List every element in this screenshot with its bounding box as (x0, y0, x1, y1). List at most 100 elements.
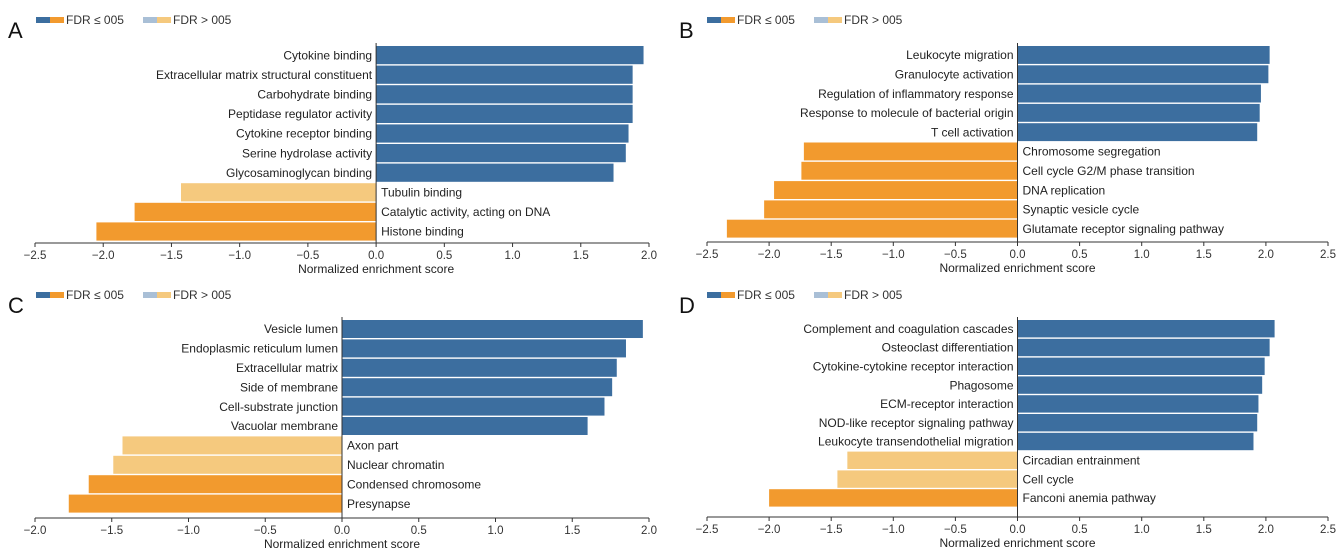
bar-c-7 (113, 455, 342, 474)
x-tick-label-c-6: 1.0 (488, 525, 504, 537)
category-label-c-2: Extracellular matrix (236, 361, 338, 375)
bar-a-8 (134, 202, 377, 221)
x-tick-label-d-3: −1.0 (882, 524, 905, 536)
category-label-b-3: Response to molecule of bacterial origin (800, 106, 1013, 120)
category-label-d-3: Phagosome (949, 378, 1013, 392)
category-label-b-6: Cell cycle G2/M phase transition (1023, 164, 1195, 178)
x-tick-label-d-2: −1.5 (820, 524, 843, 536)
bar-c-0 (342, 320, 643, 338)
bar-b-7 (774, 181, 1018, 199)
legend-sig-c-swatch-up (36, 292, 50, 298)
category-label-d-6: Leukocyte transendothelial migration (818, 435, 1013, 449)
x-tick-label-b-2: −1.5 (820, 249, 843, 261)
bar-c-4 (342, 397, 605, 416)
x-tick-label-a-0: −2.5 (24, 250, 47, 262)
panel-letter-c: C (8, 293, 24, 318)
x-tick-label-b-4: −0.5 (944, 249, 967, 261)
panel-b: B FDR ≤ 005 FDR > 005 Leukocyte migration Gr… (671, 0, 1342, 275)
bar-b-0 (1017, 46, 1270, 64)
bar-c-5 (342, 417, 588, 435)
category-label-a-1: Extracellular matrix structural constitu… (156, 68, 373, 82)
bar-a-1 (376, 65, 633, 84)
category-label-b-1: Granulocyte activation (895, 67, 1014, 81)
category-label-c-6: Axon part (347, 439, 399, 453)
category-label-a-0: Cytokine binding (283, 48, 372, 62)
bar-a-9 (96, 222, 377, 241)
panel-letter-d: D (679, 293, 695, 318)
category-label-c-7: Nuclear chromatin (347, 458, 444, 472)
category-label-d-1: Osteoclast differentiation (882, 341, 1014, 355)
x-tick-label-c-7: 1.5 (564, 525, 580, 537)
bar-b-5 (803, 142, 1018, 161)
category-label-b-4: T cell activation (931, 125, 1013, 139)
legend-label-sig-a: FDR ≤ 005 (66, 13, 124, 27)
legend-nonsig-b-swatch-down (828, 17, 842, 23)
bar-c-6 (122, 436, 343, 455)
bar-b-8 (764, 200, 1018, 219)
category-label-b-9: Glutamate receptor signaling pathway (1023, 222, 1224, 236)
bar-d-8 (837, 470, 1018, 488)
legend-sig-c-swatch-down (50, 292, 64, 298)
bar-d-0 (1017, 320, 1275, 338)
category-label-a-4: Cytokine receptor binding (236, 127, 372, 141)
category-label-a-5: Serine hydrolase activity (242, 146, 372, 160)
x-tick-label-d-0: −2.5 (696, 524, 719, 536)
x-tick-label-d-8: 1.5 (1196, 524, 1212, 536)
bar-b-2 (1017, 84, 1261, 103)
legend-sig-a-swatch-down (50, 17, 64, 23)
bar-d-1 (1017, 338, 1270, 357)
category-label-d-9: Fanconi anemia pathway (1023, 491, 1156, 505)
x-tick-label-a-4: −0.5 (297, 250, 320, 262)
x-tick-label-a-9: 2.0 (641, 250, 657, 262)
legend-label-sig-b: FDR ≤ 005 (737, 13, 795, 27)
legend-nonsig-b-swatch-up (814, 17, 828, 23)
bar-d-2 (1017, 357, 1265, 375)
chart-a-svg: A FDR ≤ 005 FDR > 005 Cytokine binding Extra… (8, 13, 657, 275)
legend-nonsig-a-swatch-up (143, 17, 157, 23)
bar-d-7 (847, 451, 1018, 469)
x-tick-label-b-3: −1.0 (882, 249, 905, 261)
bar-b-6 (801, 161, 1018, 180)
category-label-c-5: Vacuolar membrane (231, 419, 338, 433)
legend-label-sig-d: FDR ≤ 005 (737, 288, 795, 302)
x-tick-label-d-1: −2.0 (758, 524, 781, 536)
bar-a-0 (376, 46, 644, 65)
chart-c-svg: C FDR ≤ 005 FDR > 005 Vesicle lumen Endoplas… (8, 288, 657, 550)
x-axis-label-a: Normalized enrichment score (298, 262, 454, 275)
x-tick-label-a-5: 0.0 (368, 250, 384, 262)
category-label-b-5: Chromosome segregation (1023, 145, 1161, 159)
legend-label-nonsig-b: FDR > 005 (844, 13, 903, 27)
x-tick-label-c-4: 0.0 (334, 525, 350, 537)
category-label-c-3: Side of membrane (240, 380, 338, 394)
x-tick-label-c-1: −1.5 (100, 525, 123, 537)
x-tick-label-d-6: 0.5 (1072, 524, 1088, 536)
category-label-c-1: Endoplasmic reticulum lumen (181, 342, 338, 356)
category-label-d-0: Complement and coagulation cascades (803, 322, 1013, 336)
category-label-a-7: Tubulin binding (381, 186, 462, 200)
bar-a-5 (376, 144, 626, 163)
x-tick-label-d-5: 0.0 (1010, 524, 1026, 536)
bar-a-4 (376, 124, 629, 143)
bar-c-9 (68, 494, 343, 513)
category-label-a-6: Glycosaminoglycan binding (226, 166, 372, 180)
chart-b-svg: B FDR ≤ 005 FDR > 005 Leukocyte migration Gr… (679, 13, 1336, 275)
legend-label-nonsig-d: FDR > 005 (844, 288, 903, 302)
category-label-b-8: Synaptic vesicle cycle (1023, 203, 1140, 217)
x-tick-label-b-6: 0.5 (1072, 249, 1088, 261)
legend-label-nonsig-a: FDR > 005 (173, 13, 232, 27)
panel-d: D FDR ≤ 005 FDR > 005 Complement and coagul… (671, 275, 1342, 550)
legend-sig-a-swatch-up (36, 17, 50, 23)
category-label-d-8: Cell cycle (1023, 472, 1075, 486)
x-axis-label-b: Normalized enrichment score (939, 261, 1095, 275)
legend-label-nonsig-c: FDR > 005 (173, 288, 232, 302)
bar-c-2 (342, 358, 617, 377)
x-tick-label-c-2: −1.0 (177, 525, 200, 537)
category-label-a-9: Histone binding (381, 225, 464, 239)
legend-nonsig-d-swatch-up (814, 292, 828, 298)
x-tick-label-b-1: −2.0 (758, 249, 781, 261)
x-tick-label-a-6: 0.5 (436, 250, 452, 262)
x-tick-label-a-7: 1.0 (505, 250, 521, 262)
bar-d-5 (1017, 414, 1258, 432)
category-label-a-2: Carbohydrate binding (257, 88, 372, 102)
x-tick-label-c-0: −2.0 (24, 525, 47, 537)
